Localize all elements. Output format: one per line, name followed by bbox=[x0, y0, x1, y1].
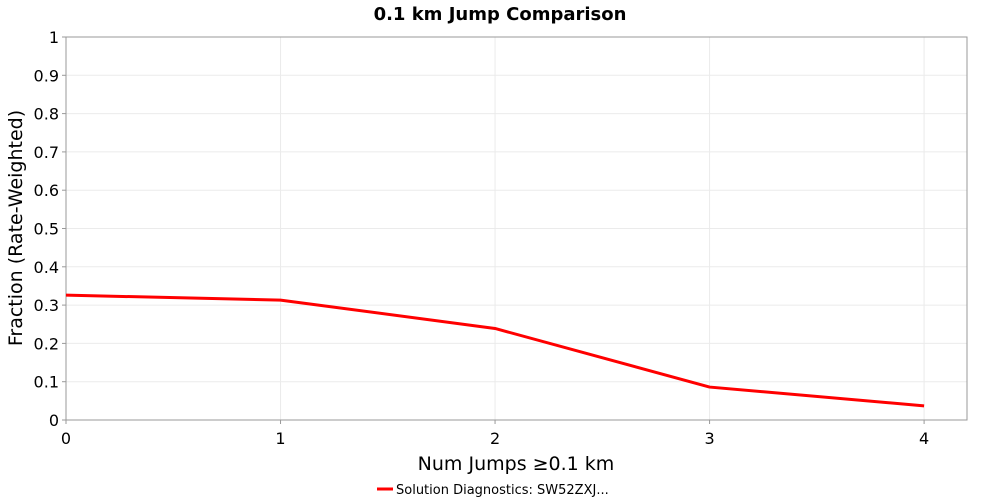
y-tick-label: 0.1 bbox=[34, 373, 59, 392]
y-tick-label: 0.2 bbox=[34, 334, 59, 353]
x-tick-label: 4 bbox=[919, 429, 929, 448]
y-axis-label: Fraction (Rate-Weighted) bbox=[5, 110, 27, 346]
y-tick-label: 1 bbox=[49, 28, 59, 47]
x-tick-label: 0 bbox=[61, 429, 71, 448]
legend: Solution Diagnostics: SW52ZXJ... bbox=[377, 483, 609, 498]
chart-title: 0.1 km Jump Comparison bbox=[374, 4, 627, 25]
y-tick-label: 0.4 bbox=[34, 258, 59, 277]
y-tick-label: 0.7 bbox=[34, 143, 59, 162]
y-tick-label: 0.8 bbox=[34, 105, 59, 124]
y-tick-label: 0.3 bbox=[34, 296, 59, 315]
y-tick-label: 0.5 bbox=[34, 220, 59, 239]
x-axis-label: Num Jumps ≥0.1 km bbox=[418, 453, 615, 475]
x-tick-label: 1 bbox=[275, 429, 285, 448]
x-tick-label: 3 bbox=[704, 429, 714, 448]
y-tick-label: 0.6 bbox=[34, 181, 59, 200]
y-tick-label: 0 bbox=[49, 411, 59, 430]
x-tick-label: 2 bbox=[490, 429, 500, 448]
y-tick-label: 0.9 bbox=[34, 66, 59, 85]
legend-label: Solution Diagnostics: SW52ZXJ... bbox=[396, 483, 609, 498]
